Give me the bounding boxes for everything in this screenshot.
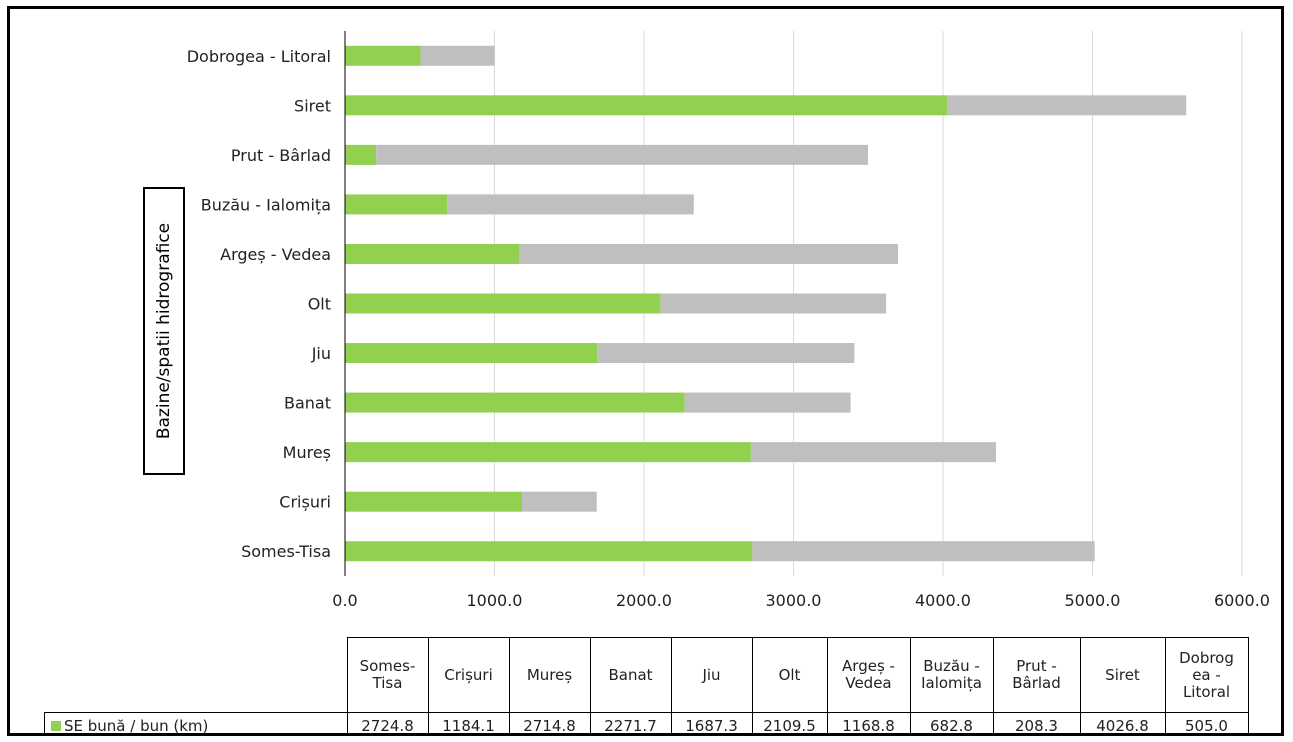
chart-frame: Somes-Tisa Crișuri Mureș Banat Jiu Olt Argeș -… bbox=[7, 6, 1284, 736]
bar-se-buna bbox=[345, 392, 685, 413]
bar-remaining bbox=[522, 491, 597, 512]
data-table-header-cell: Argeș - Vedea bbox=[826, 637, 911, 713]
category-label: Crișuri bbox=[279, 493, 331, 512]
data-table-header-cell: Crișuri bbox=[427, 637, 510, 713]
data-table: Somes- Tisa Crișuri Mureș Banat Jiu Olt Argeș -… bbox=[44, 637, 1249, 735]
data-table-value-cell: 2109.5 bbox=[751, 712, 828, 733]
bar-remaining bbox=[750, 442, 997, 463]
category-label: Siret bbox=[294, 96, 331, 115]
legend-swatch-se-buna bbox=[51, 720, 61, 731]
bar-remaining bbox=[752, 541, 1095, 562]
data-table-value-cell: 1687.3 bbox=[670, 712, 753, 733]
x-tick-label: 6000.0 bbox=[1214, 591, 1270, 610]
bar-remaining bbox=[447, 194, 694, 215]
x-tick-label: 5000.0 bbox=[1065, 591, 1121, 610]
data-table-header-cell: Buzău - Ialomița bbox=[909, 637, 994, 713]
category-label: Jiu bbox=[311, 344, 331, 363]
bar-se-buna bbox=[345, 243, 520, 264]
bar-remaining bbox=[684, 392, 851, 413]
bar-se-buna bbox=[345, 343, 598, 364]
data-table-series-row: SE bună / bun (km) 2724.8 1184.1 2714.8 227… bbox=[44, 712, 1249, 735]
x-tick-label: 4000.0 bbox=[915, 591, 971, 610]
data-table-value-cell: 1184.1 bbox=[427, 712, 510, 733]
bars bbox=[345, 45, 1187, 562]
bar-remaining bbox=[420, 45, 495, 66]
bar-remaining bbox=[947, 95, 1187, 116]
data-table-value-cell: 2724.8 bbox=[346, 712, 429, 733]
x-tick-label: 2000.0 bbox=[616, 591, 672, 610]
bar-remaining bbox=[660, 293, 887, 314]
data-table-series-label: SE bună / bun (km) bbox=[44, 712, 348, 735]
bar-se-buna bbox=[345, 95, 948, 116]
category-label: Dobrogea - Litoral bbox=[187, 47, 331, 66]
data-table-value-cell: 208.3 bbox=[992, 712, 1081, 733]
x-tick-label: 3000.0 bbox=[766, 591, 822, 610]
y-axis-title-box: Bazine/spatii hidrografice bbox=[143, 187, 185, 475]
bar-se-buna bbox=[345, 491, 523, 512]
category-label: Mureș bbox=[283, 443, 331, 462]
bar-se-buna bbox=[345, 194, 448, 215]
x-tick-labels: 0.0 1000.0 2000.0 3000.0 4000.0 5000.0 6000.0 bbox=[332, 591, 1270, 610]
data-table-value-cell: 505.0 bbox=[1164, 712, 1249, 733]
bar-remaining bbox=[597, 343, 855, 364]
bar-se-buna bbox=[345, 541, 753, 562]
data-table-value-cell: 1168.8 bbox=[826, 712, 911, 733]
data-table-corner bbox=[45, 638, 348, 713]
y-axis-title: Bazine/spatii hidrografice bbox=[154, 222, 174, 440]
bar-se-buna bbox=[345, 442, 751, 463]
x-tick-label: 0.0 bbox=[332, 591, 357, 610]
series-name: SE bună / bun (km) bbox=[64, 716, 209, 735]
bar-remaining bbox=[376, 144, 868, 165]
data-table-value-cell: 682.8 bbox=[909, 712, 994, 733]
category-labels: Somes-Tisa Crișuri Mureș Banat Jiu Olt Argeș -… bbox=[187, 47, 331, 561]
bar-se-buna bbox=[345, 144, 377, 165]
bar-chart: Somes-Tisa Crișuri Mureș Banat Jiu Olt Argeș -… bbox=[187, 31, 1270, 610]
data-table-header-row: Somes- Tisa Crișuri Mureș Banat Jiu Olt Argeș -… bbox=[45, 637, 1249, 713]
data-table-value-cell: 2714.8 bbox=[508, 712, 591, 733]
data-table-header-cell: Olt bbox=[751, 637, 828, 713]
x-tick-label: 1000.0 bbox=[467, 591, 523, 610]
data-table-header-cell: Siret bbox=[1079, 637, 1166, 713]
bar-se-buna bbox=[345, 45, 421, 66]
data-table-header-cell: Jiu bbox=[670, 637, 753, 713]
data-table-header-cell: Mureș bbox=[508, 637, 591, 713]
data-table-value-cell: 4026.8 bbox=[1079, 712, 1166, 733]
data-table-header-cell: Dobrog ea - Litoral bbox=[1164, 637, 1249, 713]
category-label: Olt bbox=[308, 295, 331, 314]
category-label: Prut - Bârlad bbox=[231, 146, 331, 165]
data-table-value-cell: 2271.7 bbox=[589, 712, 672, 733]
bar-se-buna bbox=[345, 293, 661, 314]
category-label: Argeș - Vedea bbox=[220, 245, 331, 264]
data-table-header-cell: Somes- Tisa bbox=[346, 637, 429, 713]
bar-remaining bbox=[519, 243, 898, 264]
category-label: Buzău - Ialomița bbox=[201, 195, 331, 214]
category-label: Somes-Tisa bbox=[241, 542, 331, 561]
data-table-header-cell: Prut - Bârlad bbox=[992, 637, 1081, 713]
data-table-header-cell: Banat bbox=[589, 637, 672, 713]
category-label: Banat bbox=[284, 394, 331, 413]
